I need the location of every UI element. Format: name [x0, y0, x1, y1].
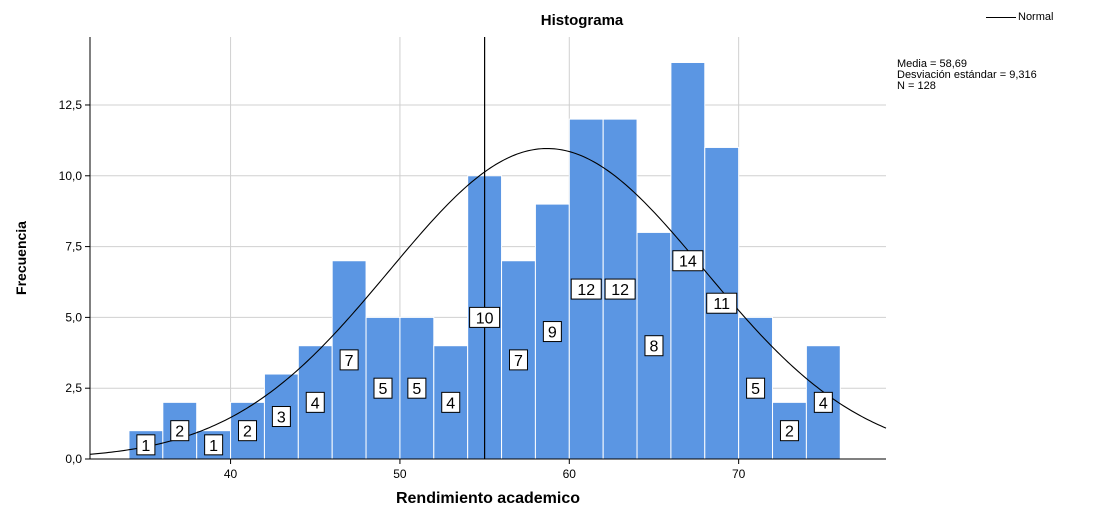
bar-label-text: 7 [514, 353, 523, 370]
bar-label-box [706, 292, 738, 314]
bar-label: 4 [813, 391, 833, 413]
y-tick-label: 10,0 [59, 169, 83, 183]
bar-label: 8 [644, 335, 664, 357]
stats-sd: Desviación estándar = 9,316 [897, 69, 1037, 81]
bar-label-box [570, 278, 602, 300]
bar-label: 9 [542, 321, 562, 343]
y-tick-label: 0,0 [65, 452, 82, 466]
histogram-bar [534, 203, 570, 460]
bar-label-text: 12 [611, 282, 629, 299]
bar-label-box [746, 377, 766, 399]
bar-label-text: 4 [311, 395, 320, 412]
stats-mean: Media = 58,69 [897, 58, 968, 70]
stats-n: N = 128 [897, 80, 936, 92]
stats-box: Media = 58,69 Desviación estándar = 9,31… [897, 59, 1037, 92]
bar-label: 14 [672, 250, 704, 272]
bar-label: 3 [271, 406, 291, 428]
bar-label: 5 [373, 377, 393, 399]
legend-normal-line-icon [986, 16, 1016, 18]
bar-label-box [170, 420, 190, 442]
bar-label-box [779, 420, 799, 442]
y-tick-label: 5,0 [65, 310, 82, 324]
bar-label-box [542, 321, 562, 343]
bar-label-box [672, 250, 704, 272]
x-tick-label: 70 [732, 467, 746, 481]
bar-label-box [469, 306, 501, 328]
bar-label: 2 [779, 420, 799, 442]
bar-label-box [441, 391, 461, 413]
bar-label: 1 [204, 434, 224, 456]
normal-curve [89, 147, 887, 455]
bar-label-text: 2 [243, 424, 252, 441]
bar-label-text: 4 [446, 395, 455, 412]
bar-label: 7 [508, 349, 528, 371]
bar-label-text: 14 [679, 254, 697, 271]
bar-label: 10 [469, 306, 501, 328]
bar-label-text: 9 [548, 325, 557, 342]
normal-curve-group [89, 147, 887, 455]
bar-label-box [373, 377, 393, 399]
bar-label-text: 12 [577, 282, 595, 299]
bar-label-text: 1 [209, 438, 218, 455]
bar-label-box [644, 335, 664, 357]
bar-label: 4 [305, 391, 325, 413]
axes-group: 0,0 2,5 5,0 7,5 10,0 12,5 40 50 60 70 [59, 37, 886, 481]
bar-label-box [305, 391, 325, 413]
bar-label-box [204, 434, 224, 456]
bar-label: 12 [570, 278, 602, 300]
bar-label-text: 2 [785, 424, 794, 441]
y-axis-label: Frecuencia [13, 221, 29, 295]
bar-label-box [604, 278, 636, 300]
bar-label: 2 [238, 420, 258, 442]
bar-label-text: 5 [751, 381, 760, 398]
bar-label-box [339, 349, 359, 371]
bar-label: 11 [706, 292, 738, 314]
x-axis-label: Rendimiento academico [396, 490, 580, 507]
y-tick-label: 2,5 [65, 381, 82, 395]
x-tick-label: 60 [563, 467, 577, 481]
bar-label: 7 [339, 349, 359, 371]
legend: Normal [986, 11, 1053, 23]
bar-label-box [238, 420, 258, 442]
bar-label-text: 1 [141, 438, 150, 455]
bar-label: 2 [170, 420, 190, 442]
bar-label: 5 [407, 377, 427, 399]
bar-label-text: 5 [379, 381, 388, 398]
x-tick-label: 40 [224, 467, 238, 481]
bar-label-text: 2 [175, 424, 184, 441]
y-tick-label: 7,5 [65, 240, 82, 254]
bar-label-box [407, 377, 427, 399]
bar-label-text: 7 [345, 353, 354, 370]
bar-label-text: 8 [650, 339, 659, 356]
bar-label-box [813, 391, 833, 413]
y-tick-label: 12,5 [59, 98, 83, 112]
bar-label-text: 10 [476, 310, 494, 327]
bar-label-text: 11 [713, 296, 730, 313]
bar-label-text: 4 [819, 395, 828, 412]
chart-title: Histograma [541, 12, 624, 29]
x-tick-label: 50 [393, 467, 407, 481]
bar-label-text: 3 [277, 410, 286, 427]
bar-label-box [136, 434, 156, 456]
bar-label: 5 [746, 377, 766, 399]
bar-label: 12 [604, 278, 636, 300]
bar-label: 4 [441, 391, 461, 413]
bar-label: 1 [136, 434, 156, 456]
legend-normal-label: Normal [1018, 11, 1054, 23]
bar-label-text: 5 [412, 381, 421, 398]
bar-label-box [271, 406, 291, 428]
bar-label-box [508, 349, 528, 371]
